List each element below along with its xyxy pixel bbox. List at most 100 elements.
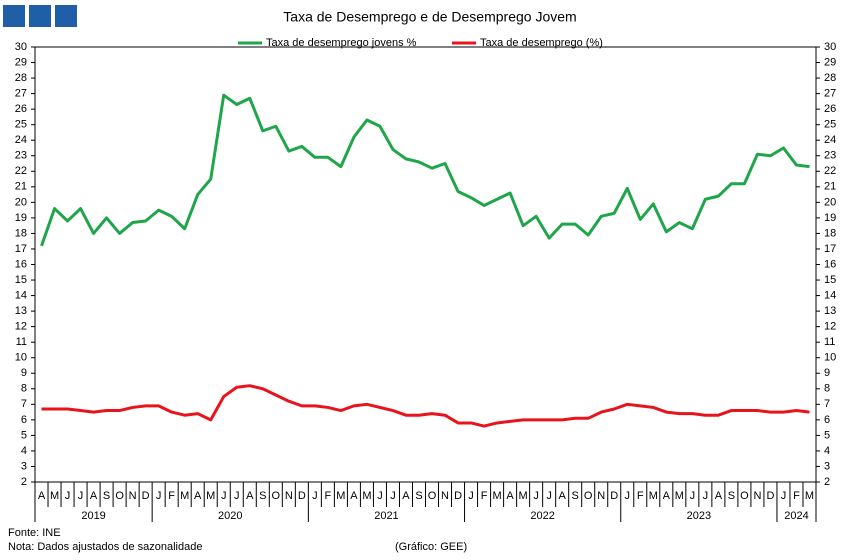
y2-tick-label: 10 [824, 352, 836, 364]
x-tick-label: A [194, 490, 202, 502]
note: Nota: Dados ajustados de sazonalidade [8, 541, 202, 553]
y2-tick-label: 7 [824, 398, 830, 410]
x-tick-label: D [610, 490, 618, 502]
y2-tick-label: 24 [824, 134, 836, 146]
y-tick-label: 9 [21, 367, 27, 379]
y-tick-label: 17 [15, 243, 27, 255]
x-tick-label: A [663, 490, 671, 502]
y2-tick-label: 28 [824, 72, 836, 84]
x-tick-label: J [156, 490, 162, 502]
x-tick-label: M [493, 490, 502, 502]
x-tick-label: J [533, 490, 539, 502]
y2-tick-label: 15 [824, 274, 836, 286]
logo-square [3, 5, 25, 27]
x-tick-label: M [336, 490, 345, 502]
credit: (Gráfico: GEE) [395, 541, 467, 553]
x-tick-label: A [38, 490, 46, 502]
x-tick-label: O [584, 490, 593, 502]
y2-tick-label: 27 [824, 88, 836, 100]
y2-tick-label: 9 [824, 367, 830, 379]
y-tick-label: 18 [15, 227, 27, 239]
y-tick-label: 27 [15, 88, 27, 100]
y2-tick-label: 8 [824, 383, 830, 395]
x-tick-label: N [129, 490, 137, 502]
year-label: 2021 [374, 510, 398, 522]
x-tick-label: J [625, 490, 631, 502]
y-tick-label: 22 [15, 165, 27, 177]
series-line [40, 93, 810, 247]
x-tick-label: O [272, 490, 281, 502]
x-tick-label: S [415, 490, 422, 502]
x-tick-label: S [572, 490, 579, 502]
x-tick-label: A [559, 490, 567, 502]
y-tick-label: 8 [21, 383, 27, 395]
x-tick-label: D [454, 490, 462, 502]
y-tick-label: 14 [15, 289, 27, 301]
y-tick-label: 6 [21, 414, 27, 426]
x-tick-label: M [180, 490, 189, 502]
x-tick-label: J [78, 490, 84, 502]
year-label: 2020 [218, 510, 242, 522]
x-tick-label: N [285, 490, 293, 502]
x-tick-label: J [312, 490, 318, 502]
y2-tick-label: 23 [824, 150, 836, 162]
x-tick-label: J [234, 490, 240, 502]
y-tick-label: 13 [15, 305, 27, 317]
x-tick-label: A [402, 490, 410, 502]
x-tick-label: A [246, 490, 254, 502]
x-tick-label: M [519, 490, 528, 502]
y-tick-label: 25 [15, 119, 27, 131]
source: Fonte: INE [8, 527, 61, 539]
y-tick-label: 2 [21, 476, 27, 488]
x-tick-label: O [428, 490, 437, 502]
y2-tick-label: 16 [824, 258, 836, 270]
y-tick-label: 19 [15, 212, 27, 224]
x-tick-label: F [793, 490, 800, 502]
y-tick-label: 7 [21, 398, 27, 410]
y-tick-label: 30 [15, 41, 27, 53]
x-tick-label: S [259, 490, 266, 502]
y-tick-label: 21 [15, 181, 27, 193]
x-tick-label: J [65, 490, 71, 502]
x-tick-label: M [649, 490, 658, 502]
y-tick-label: 11 [16, 336, 27, 348]
x-tick-label: J [377, 490, 383, 502]
x-tick-label: N [597, 490, 605, 502]
y-tick-label: 12 [15, 321, 27, 333]
plot-frame [34, 46, 817, 483]
y-tick-label: 5 [21, 429, 27, 441]
y-tick-label: 26 [15, 103, 27, 115]
x-tick-label: M [50, 490, 59, 502]
y2-tick-label: 22 [824, 165, 836, 177]
year-label: 2019 [81, 510, 105, 522]
y-tick-label: 10 [15, 352, 27, 364]
x-tick-label: J [390, 490, 396, 502]
y2-tick-label: 19 [824, 212, 836, 224]
x-tick-label: M [362, 490, 371, 502]
x-tick-label: D [766, 490, 774, 502]
y2-tick-label: 12 [824, 321, 836, 333]
x-tick-label: J [546, 490, 552, 502]
y2-tick-label: 2 [824, 476, 830, 488]
y2-tick-label: 17 [824, 243, 836, 255]
y2-tick-label: 29 [824, 56, 836, 68]
year-label: 2022 [530, 510, 554, 522]
y-tick-label: 15 [15, 274, 27, 286]
y-tick-label: 4 [21, 445, 27, 457]
y2-tick-label: 30 [824, 41, 836, 53]
x-tick-label: F [481, 490, 488, 502]
y-tick-label: 20 [15, 196, 27, 208]
x-tick-label: J [690, 490, 696, 502]
x-tick-label: S [728, 490, 735, 502]
legend-label: Taxa de desemprego (%) [480, 37, 603, 49]
x-tick-label: M [805, 490, 814, 502]
y2-tick-label: 14 [824, 289, 836, 301]
x-tick-label: A [715, 490, 723, 502]
x-tick-label: O [115, 490, 124, 502]
x-tick-label: F [637, 490, 644, 502]
y2-tick-label: 11 [824, 336, 835, 348]
legend-label: Taxa de desemprego jovens % [266, 37, 417, 49]
y-tick-label: 24 [15, 134, 27, 146]
x-tick-label: A [90, 490, 98, 502]
